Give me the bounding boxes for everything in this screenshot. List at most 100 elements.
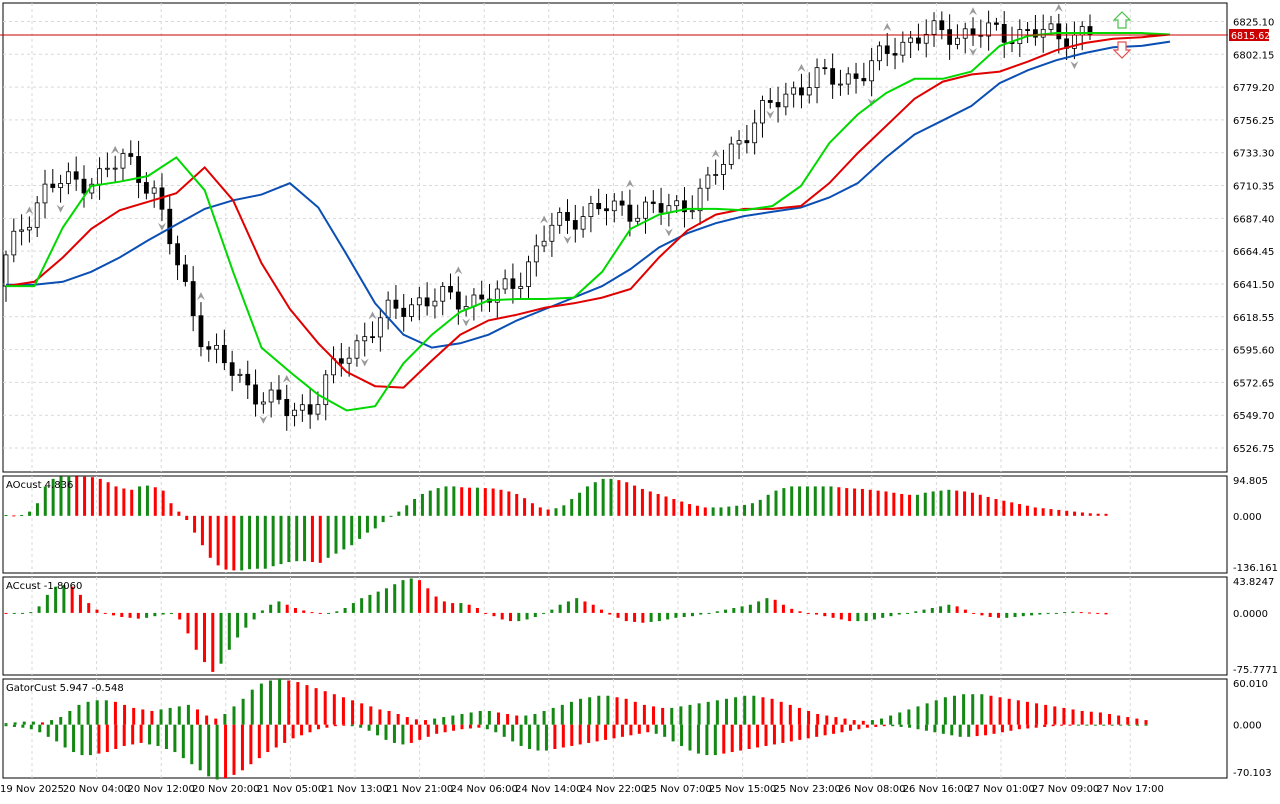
histogram-bar [656, 493, 660, 516]
gator-bar [156, 724, 160, 746]
price-tick-label: 6802.15 [1233, 50, 1274, 61]
gator-bar [1076, 724, 1080, 726]
bullish-candle [689, 210, 695, 213]
gator-bar [612, 724, 616, 739]
histogram-bar [37, 606, 41, 613]
bearish-candle [479, 294, 485, 300]
bearish-candle [401, 307, 407, 317]
histogram-bar [405, 505, 409, 516]
histogram-bar [114, 486, 118, 516]
bearish-candle [627, 204, 633, 222]
histogram-bar [35, 503, 39, 516]
bullish-candle [752, 122, 758, 144]
bullish-candle [845, 73, 851, 85]
histogram-bar [500, 612, 504, 620]
histogram-bar [591, 604, 595, 613]
bearish-candle [245, 373, 251, 386]
gator-bar [962, 694, 966, 725]
gator-bar [22, 721, 26, 725]
gator-bar [654, 724, 658, 734]
gator-bar [477, 724, 481, 728]
histogram-bar [727, 506, 731, 516]
gator-bar [190, 724, 194, 765]
histogram-bar [1096, 513, 1100, 516]
bullish-candle [315, 404, 321, 415]
gator-bar [975, 724, 979, 737]
histogram-bar [724, 609, 728, 613]
histogram-bar [1071, 611, 1075, 613]
gator-bar [788, 704, 792, 725]
histogram-bar [153, 612, 157, 617]
histogram-bar [798, 486, 802, 516]
gator-bar [1135, 718, 1139, 725]
bearish-candle [81, 178, 87, 194]
bearish-candle [1033, 29, 1038, 38]
gator-bar [139, 724, 143, 743]
histogram-bar [95, 609, 99, 613]
histogram-bar [550, 609, 554, 613]
histogram-bar [248, 515, 252, 570]
gator-bar [848, 724, 852, 731]
gator-bar [442, 717, 446, 725]
histogram-bar [409, 578, 413, 613]
gator-bar [223, 714, 227, 725]
histogram-bar [748, 604, 752, 613]
gator-bar [971, 694, 975, 725]
gator-bar [114, 724, 118, 750]
gator-bar [1144, 720, 1148, 725]
gator-bar [779, 701, 783, 725]
gator-bar [1053, 706, 1057, 725]
fractal-down-icon [462, 318, 471, 327]
ao-panel-label: AOcust 4.836 [6, 480, 73, 491]
time-tick-label: 27 Nov 09:00 [1032, 784, 1099, 795]
time-tick-label: 24 Nov 06:00 [450, 784, 517, 795]
histogram-bar [633, 612, 637, 622]
bullish-candle [838, 83, 843, 86]
histogram-bar [562, 505, 566, 516]
histogram-bar [884, 491, 888, 516]
histogram-bar [682, 612, 686, 618]
gator-bar [950, 724, 954, 736]
price-tick-label: 6664.45 [1233, 247, 1274, 258]
bearish-candle [767, 100, 773, 103]
time-tick-label: 21 Nov 05:00 [257, 784, 324, 795]
gator-bar [1016, 700, 1020, 725]
bullish-candle [674, 200, 680, 207]
histogram-bar [640, 488, 644, 516]
bearish-candle [884, 45, 890, 54]
gator-bar [984, 724, 988, 736]
time-tick-label: 21 Nov 13:00 [321, 784, 388, 795]
histogram-bar [153, 487, 157, 516]
alligator-jaw-line [6, 40, 1171, 349]
histogram-bar [978, 494, 982, 516]
histogram-bar [381, 515, 385, 523]
fractal-up-icon [797, 63, 806, 72]
fractal-up-icon [111, 145, 120, 154]
bullish-candle [299, 404, 305, 411]
histogram-bar [75, 476, 79, 516]
histogram-bar [21, 612, 25, 614]
histogram-bar [342, 515, 346, 550]
price-tick-label: 6549.70 [1233, 411, 1274, 422]
histogram-bar [931, 491, 935, 516]
gator-bar [141, 709, 145, 725]
bearish-candle [448, 285, 453, 293]
ao-axis: 94.805 0.000 -136.161 [1233, 476, 1278, 574]
bearish-candle [206, 346, 212, 350]
bullish-candle [931, 20, 937, 35]
histogram-bar [690, 612, 694, 617]
gator-bar [274, 724, 278, 748]
price-tick-label: 6710.35 [1233, 182, 1274, 193]
bullish-candle [814, 67, 820, 89]
histogram-bar [649, 612, 653, 622]
histogram-bar [255, 515, 259, 569]
gator-bar [722, 724, 726, 754]
histogram-bar [460, 487, 464, 516]
gator-bar [916, 724, 920, 730]
bearish-candle [939, 20, 945, 31]
gator-bar [560, 704, 564, 725]
gator-bar [424, 720, 428, 725]
histogram-bar [451, 603, 455, 613]
